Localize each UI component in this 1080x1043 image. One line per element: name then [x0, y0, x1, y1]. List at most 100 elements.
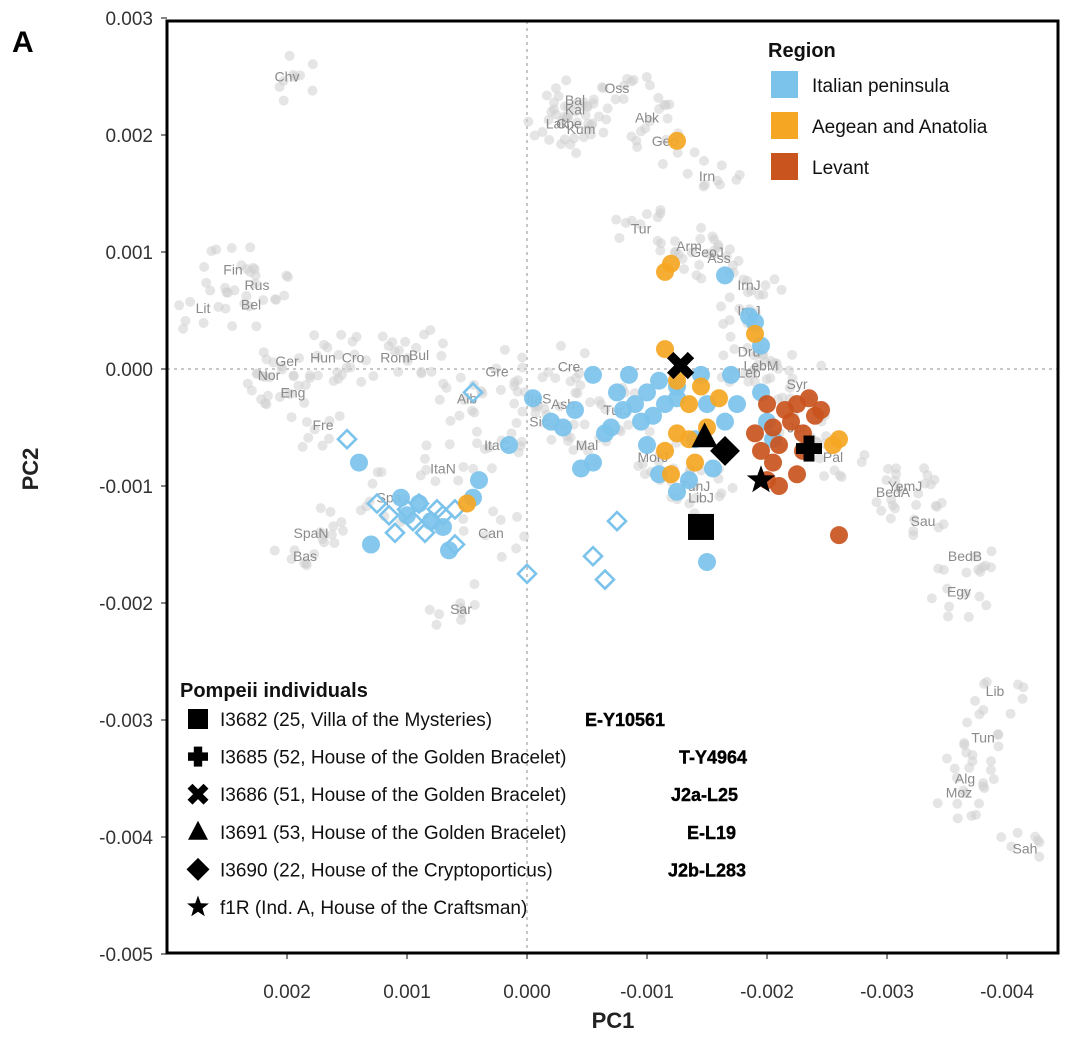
background-point	[271, 294, 282, 305]
pompeii-legend-label: I3685 (52, House of the Golden Bracelet)	[220, 748, 566, 769]
background-point	[289, 545, 300, 556]
background-point	[480, 530, 491, 541]
background-point	[281, 387, 292, 398]
background-point	[585, 129, 596, 140]
background-point	[777, 392, 788, 403]
population-label: Moz	[946, 785, 972, 801]
diamond-marker	[186, 857, 210, 881]
background-point	[970, 551, 981, 562]
background-point	[471, 426, 482, 437]
background-point	[881, 475, 892, 486]
data-point	[500, 436, 518, 455]
background-point	[729, 344, 740, 355]
background-point	[294, 353, 305, 364]
background-point	[368, 371, 379, 382]
background-point	[585, 397, 596, 408]
background-point	[307, 85, 318, 96]
background-point	[871, 497, 882, 508]
background-point	[511, 417, 522, 428]
background-point	[241, 290, 252, 301]
background-point	[908, 530, 919, 541]
background-point	[517, 362, 528, 373]
background-point	[278, 75, 289, 86]
data-point	[516, 562, 538, 585]
data-point	[410, 494, 428, 513]
background-point	[619, 80, 630, 91]
data-point	[434, 517, 452, 536]
background-point	[293, 380, 304, 391]
background-point	[309, 424, 320, 435]
background-point	[568, 445, 579, 456]
background-point	[639, 469, 650, 480]
background-point	[356, 376, 367, 387]
legend-label: Italian peninsula	[812, 76, 950, 97]
background-point	[742, 342, 753, 353]
background-point	[301, 560, 312, 571]
background-point	[644, 116, 655, 127]
background-point	[329, 537, 340, 548]
population-label: Irn	[699, 168, 715, 184]
population-label: Tur	[631, 221, 652, 237]
data-point	[686, 453, 704, 472]
background-point	[596, 399, 607, 410]
background-point	[644, 426, 655, 437]
background-point	[575, 440, 586, 451]
background-point	[561, 112, 572, 123]
background-point	[716, 301, 727, 312]
background-point	[345, 362, 356, 373]
background-point	[486, 463, 497, 474]
background-point	[760, 280, 771, 291]
background-point	[981, 600, 992, 611]
population-label: Che	[556, 115, 582, 131]
background-point	[400, 336, 411, 347]
population-label: Rom	[380, 349, 410, 365]
population-label: Oss	[605, 80, 630, 96]
background-point	[601, 114, 612, 125]
background-point	[301, 416, 312, 427]
background-point	[981, 676, 992, 687]
pompeii-legend-label: I3691 (53, House of the Golden Bracelet)	[220, 823, 566, 844]
background-point	[256, 394, 267, 405]
background-point	[367, 478, 378, 489]
star-marker	[746, 465, 776, 493]
background-point	[641, 209, 652, 220]
background-point	[938, 564, 949, 575]
background-point	[739, 368, 750, 379]
background-point	[469, 599, 480, 610]
background-point	[509, 398, 520, 409]
background-point	[180, 315, 191, 326]
background-point	[529, 130, 540, 141]
background-point	[819, 471, 830, 482]
background-point	[742, 287, 753, 298]
population-label: Sar	[450, 601, 472, 617]
background-point	[512, 511, 523, 522]
background-point	[509, 377, 520, 388]
background-point	[1012, 827, 1023, 838]
background-point	[411, 342, 422, 353]
y-axis-ticks: 0.003 0.002 0.001 0.000 -0.001 -0.002 -0.003 -0…	[99, 9, 167, 966]
region-legend: Region Italian peninsula Aegean and Anato…	[768, 40, 988, 180]
background-point	[575, 380, 586, 391]
background-point	[387, 337, 398, 348]
background-point	[456, 614, 467, 625]
background-point	[962, 717, 973, 728]
background-point	[546, 434, 557, 445]
background-point	[891, 469, 902, 480]
background-point	[626, 215, 637, 226]
background-point	[519, 531, 530, 542]
background-point	[333, 349, 344, 360]
background-point	[250, 278, 261, 289]
background-point	[715, 179, 726, 190]
background-point	[453, 475, 464, 486]
data-point	[650, 371, 668, 390]
background-point	[699, 179, 710, 190]
background-point	[512, 386, 523, 397]
background-point	[727, 482, 738, 493]
background-point	[718, 350, 729, 361]
background-point	[328, 521, 339, 532]
background-point	[776, 284, 787, 295]
background-point	[644, 80, 655, 91]
population-label: Lit	[196, 300, 211, 316]
background-point	[951, 772, 962, 783]
